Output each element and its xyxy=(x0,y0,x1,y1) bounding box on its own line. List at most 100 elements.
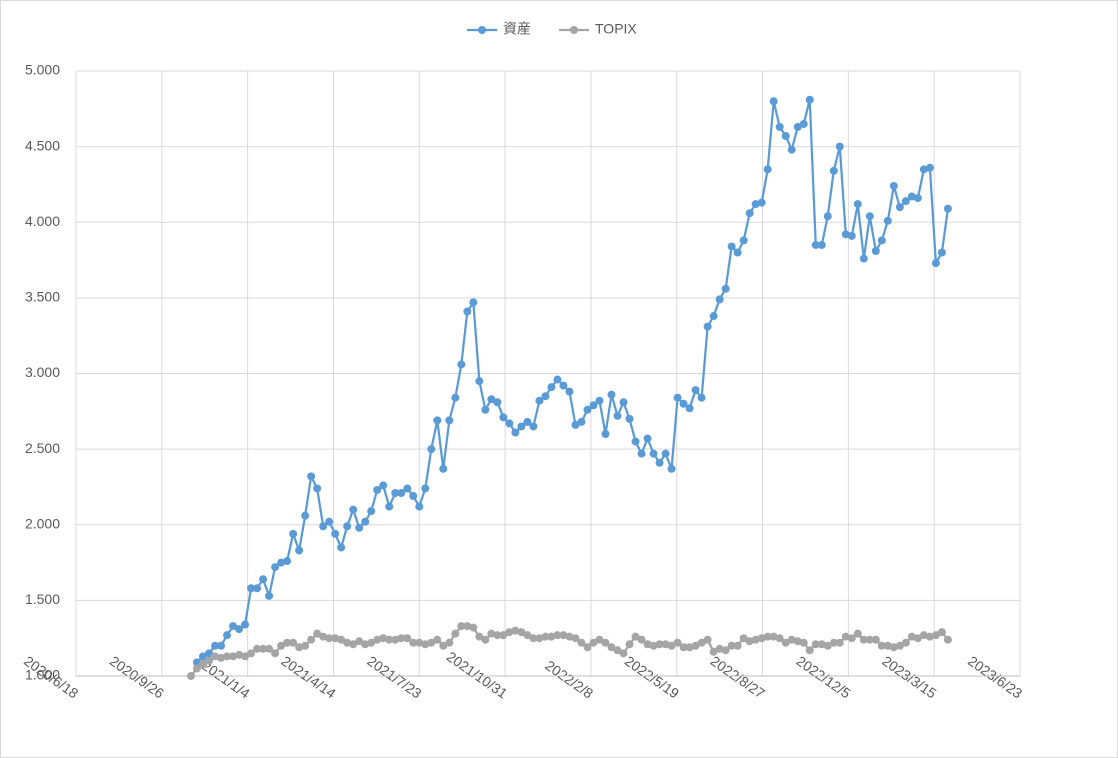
data-point xyxy=(205,656,214,665)
data-point xyxy=(349,640,358,649)
data-point xyxy=(205,649,214,658)
data-point xyxy=(235,625,244,634)
data-point xyxy=(511,626,520,635)
data-point xyxy=(223,652,232,661)
data-point xyxy=(901,197,910,206)
data-point xyxy=(409,492,418,501)
data-point xyxy=(391,488,400,497)
data-point xyxy=(739,236,748,245)
data-point xyxy=(469,623,478,632)
data-point xyxy=(883,641,892,650)
data-point xyxy=(913,634,922,643)
y-tick-label: 4.500 xyxy=(25,137,60,153)
data-point xyxy=(283,638,292,647)
data-point xyxy=(781,638,790,647)
data-point xyxy=(871,635,880,644)
data-point xyxy=(613,411,622,420)
data-point xyxy=(415,638,424,647)
data-point xyxy=(541,632,550,641)
data-point xyxy=(703,322,712,331)
data-point xyxy=(691,386,700,395)
data-point xyxy=(577,417,586,426)
data-point xyxy=(595,635,604,644)
data-point xyxy=(547,383,556,392)
data-point xyxy=(589,401,598,410)
data-point xyxy=(793,122,802,131)
data-point xyxy=(289,529,298,538)
data-point xyxy=(643,640,652,649)
data-point xyxy=(895,203,904,212)
data-point xyxy=(186,672,195,680)
data-point xyxy=(865,635,874,644)
data-point xyxy=(925,632,934,641)
data-point xyxy=(661,449,670,458)
data-point xyxy=(751,635,760,644)
data-point xyxy=(559,631,568,640)
data-point xyxy=(541,392,550,401)
data-point xyxy=(679,399,688,408)
data-point xyxy=(307,635,316,644)
data-point xyxy=(373,635,382,644)
data-point xyxy=(457,360,466,369)
data-point xyxy=(817,640,826,649)
data-point xyxy=(763,632,772,641)
data-point xyxy=(841,632,850,641)
legend-label: 資産 xyxy=(503,21,531,37)
data-point xyxy=(235,650,244,659)
data-point xyxy=(505,628,514,637)
data-point xyxy=(271,563,280,572)
data-point xyxy=(403,484,412,493)
data-point xyxy=(241,620,250,629)
data-point xyxy=(595,396,604,405)
data-point xyxy=(733,641,742,650)
data-point xyxy=(499,631,508,640)
data-point xyxy=(325,634,334,643)
data-point xyxy=(295,546,304,555)
data-point xyxy=(367,638,376,647)
data-point xyxy=(823,641,832,650)
data-point xyxy=(475,377,484,386)
data-point xyxy=(571,420,580,429)
data-point xyxy=(475,632,484,641)
data-point xyxy=(331,634,340,643)
y-tick-label: 2.500 xyxy=(25,440,60,456)
data-point xyxy=(289,638,298,647)
data-point xyxy=(619,398,628,407)
data-point xyxy=(643,434,652,443)
data-point xyxy=(685,404,694,413)
data-point xyxy=(439,464,448,473)
data-point xyxy=(433,416,442,425)
data-point xyxy=(883,216,892,225)
data-point xyxy=(625,640,634,649)
data-point xyxy=(259,575,268,584)
series-line xyxy=(196,99,950,664)
data-point xyxy=(211,641,220,650)
data-point xyxy=(835,638,844,647)
data-point xyxy=(457,622,466,631)
data-point xyxy=(847,634,856,643)
data-point xyxy=(919,165,928,174)
legend-marker xyxy=(570,26,578,34)
data-point xyxy=(637,635,646,644)
data-point xyxy=(853,629,862,638)
y-tick-label: 4.000 xyxy=(25,213,60,229)
data-point xyxy=(631,437,640,446)
data-point xyxy=(829,166,838,175)
data-point xyxy=(739,634,748,643)
data-point xyxy=(397,634,406,643)
data-point xyxy=(253,644,262,653)
data-point xyxy=(799,638,808,647)
data-point xyxy=(361,517,370,526)
data-point xyxy=(661,640,670,649)
data-point xyxy=(385,502,394,511)
data-point xyxy=(841,230,850,239)
data-point xyxy=(697,638,706,647)
data-point xyxy=(583,643,592,652)
data-point xyxy=(511,428,520,437)
data-point xyxy=(775,122,784,131)
data-point xyxy=(247,584,256,593)
data-point xyxy=(727,242,736,251)
data-point xyxy=(349,505,358,514)
data-point xyxy=(733,248,742,257)
data-point xyxy=(817,240,826,249)
